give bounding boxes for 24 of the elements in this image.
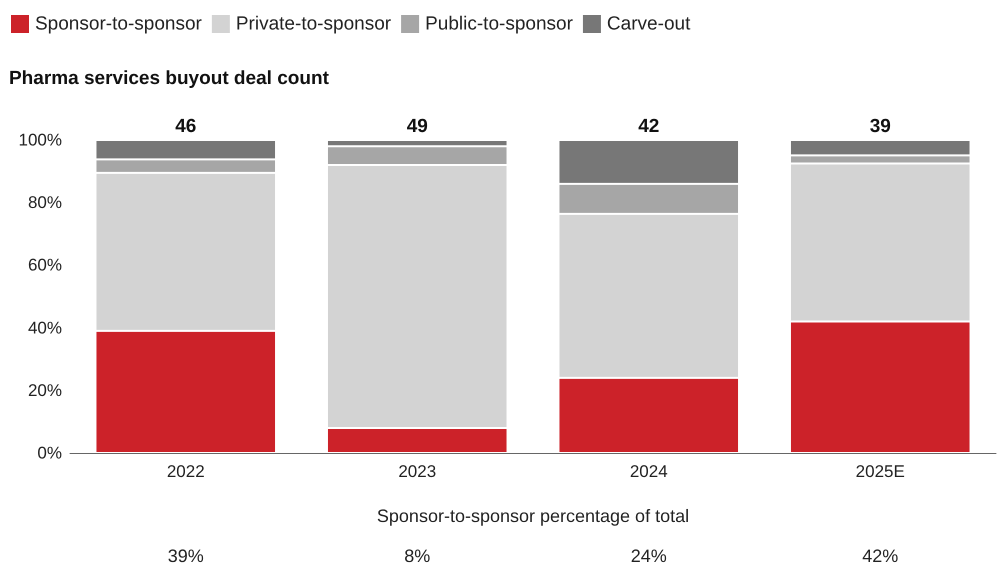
annotation: 39 bbox=[870, 116, 891, 137]
legend-label: Carve-out bbox=[606, 14, 692, 34]
legend-label: Private-to-sponsor bbox=[236, 14, 392, 34]
x-tick-label: 2025E bbox=[856, 462, 905, 481]
annotation: 42 bbox=[638, 116, 660, 137]
x-tick-label: 2022 bbox=[166, 462, 205, 481]
y-tick-label: 80% bbox=[28, 193, 62, 212]
x-tick-label: 2023 bbox=[398, 462, 436, 481]
y-tick-label: 40% bbox=[28, 318, 62, 338]
annotation: 49 bbox=[406, 116, 428, 137]
text: 24% bbox=[630, 546, 667, 566]
text: 8% bbox=[404, 546, 430, 566]
x-tick-label: 2024 bbox=[630, 462, 668, 481]
annotation: 46 bbox=[175, 116, 196, 137]
chart-title: Pharma services buyout deal count bbox=[9, 68, 330, 89]
legend-label: Public-to-sponsor bbox=[425, 14, 574, 34]
legend-label: Sponsor-to-sponsor bbox=[35, 14, 203, 34]
text: 42% bbox=[862, 546, 898, 566]
text: 39% bbox=[168, 546, 204, 566]
y-tick-label: 0% bbox=[37, 444, 62, 462]
y-tick-label: 20% bbox=[28, 380, 62, 400]
y-tick-label: 60% bbox=[28, 256, 62, 275]
text: Sponsor-to-sponsor percentage of total bbox=[376, 506, 690, 526]
y-tick-label: 100% bbox=[18, 130, 62, 150]
